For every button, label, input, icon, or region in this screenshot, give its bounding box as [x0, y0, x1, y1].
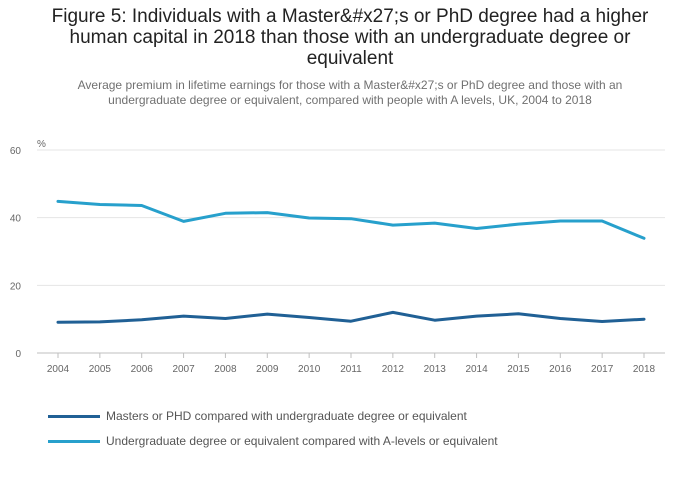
x-tick-label-2008: 2008 — [214, 364, 237, 375]
x-tick-label-2009: 2009 — [256, 364, 279, 375]
chart-title-text: Figure 5: Individuals with a Master&#x27… — [51, 6, 649, 69]
x-tick-label-2012: 2012 — [382, 364, 405, 375]
legend-label-masters: Masters or PHD compared with undergradua… — [106, 409, 467, 423]
series-line-undergraduate — [56, 199, 646, 240]
x-tick-label-2007: 2007 — [172, 364, 195, 375]
legend-item-undergraduate[interactable]: Undergraduate degree or equivalent compa… — [48, 431, 498, 451]
y-tick-label-0: 0 — [15, 349, 21, 360]
chart-legend: Masters or PHD compared with undergradua… — [48, 406, 498, 456]
x-tick-label-2017: 2017 — [591, 364, 614, 375]
legend-label-undergraduate: Undergraduate degree or equivalent compa… — [106, 434, 498, 448]
line-chart: 0 20 40 60% 2004 2005 2006 2007 2008 2009 2010 2011… — [10, 139, 665, 375]
x-tick-label-2016: 2016 — [549, 364, 572, 375]
legend-swatch-undergraduate — [48, 439, 100, 443]
x-tick-label-2010: 2010 — [298, 364, 321, 375]
chart-subtitle: Average premium in lifetime earnings for… — [0, 78, 700, 108]
x-tick-label-2018: 2018 — [633, 364, 656, 375]
x-tick-label-2015: 2015 — [507, 364, 530, 375]
y-tick-label-40: 40 — [10, 214, 22, 225]
x-tick-label-2006: 2006 — [131, 364, 154, 375]
chart-subtitle-text: Average premium in lifetime earnings for… — [77, 78, 623, 107]
x-tick-label-2013: 2013 — [424, 364, 447, 375]
y-tick-label-60: 60 — [10, 146, 22, 157]
y-axis-unit-label: % — [37, 139, 46, 150]
y-tick-label-20: 20 — [10, 281, 22, 292]
legend-swatch-masters — [48, 414, 100, 418]
x-tick-label-2011: 2011 — [340, 364, 362, 375]
x-tick-label-2004: 2004 — [47, 364, 70, 375]
x-tick-label-2005: 2005 — [89, 364, 112, 375]
x-tick-label-2014: 2014 — [465, 364, 488, 375]
series-line-masters — [56, 310, 646, 324]
legend-item-masters[interactable]: Masters or PHD compared with undergradua… — [48, 406, 498, 426]
chart-title: Figure 5: Individuals with a Master&#x27… — [0, 6, 700, 69]
